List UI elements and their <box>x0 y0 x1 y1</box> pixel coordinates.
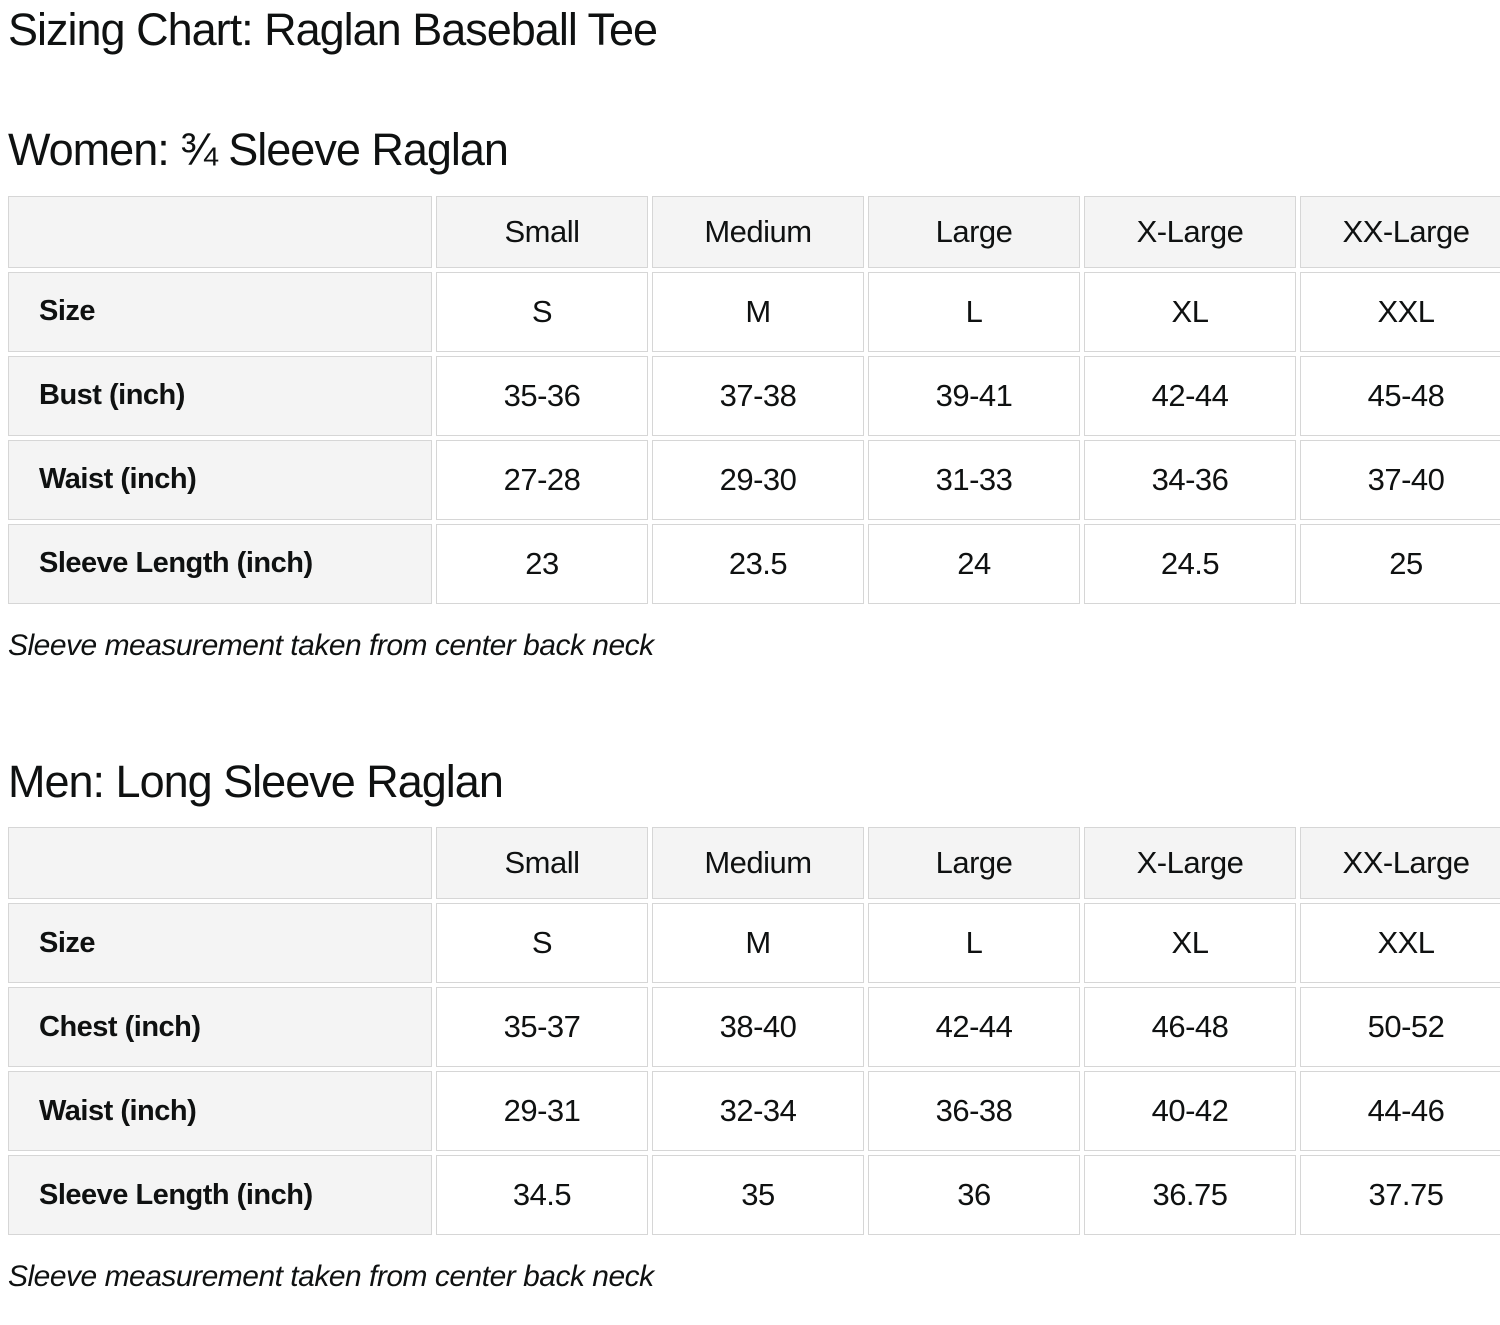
table-cell: 24 <box>868 523 1080 604</box>
table-cell: 27-28 <box>436 439 648 520</box>
table-cell: 36.75 <box>1084 1155 1296 1236</box>
page-title: Sizing Chart: Raglan Baseball Tee <box>8 4 658 55</box>
section-heading-women: Women: ¾ Sleeve Raglan <box>8 123 509 175</box>
table-row: Size S M L XL XXL <box>8 903 1500 984</box>
table-cell: 36 <box>868 1155 1080 1236</box>
table-cell: L <box>868 903 1080 984</box>
table-cell: 23.5 <box>652 523 864 604</box>
table-cell: S <box>436 271 648 352</box>
table-cell: 42-44 <box>1084 355 1296 436</box>
table-cell: 35-37 <box>436 987 648 1068</box>
table-cell: 40-42 <box>1084 1071 1296 1152</box>
table-cell: 35 <box>652 1155 864 1236</box>
table-cell: 39-41 <box>868 355 1080 436</box>
table-cell: XXL <box>1300 903 1500 984</box>
table-cell: 36-38 <box>868 1071 1080 1152</box>
women-size-table: Small Medium Large X-Large XX-Large Size… <box>4 192 1500 608</box>
row-label: Sleeve Length (inch) <box>8 523 432 604</box>
column-header-xx-large: XX-Large <box>1300 195 1500 268</box>
table-cell: 46-48 <box>1084 987 1296 1068</box>
column-header-x-large: X-Large <box>1084 827 1296 900</box>
table-cell: 37-38 <box>652 355 864 436</box>
corner-cell <box>8 195 432 268</box>
row-label: Bust (inch) <box>8 355 432 436</box>
column-header-xx-large: XX-Large <box>1300 827 1500 900</box>
table-cell: 25 <box>1300 523 1500 604</box>
men-size-table: Small Medium Large X-Large XX-Large Size… <box>4 823 1500 1239</box>
table-cell: 32-34 <box>652 1071 864 1152</box>
table-cell: 37-40 <box>1300 439 1500 520</box>
table-row: Sleeve Length (inch) 34.5 35 36 36.75 37… <box>8 1155 1500 1236</box>
table-cell: S <box>436 903 648 984</box>
table-cell: 23 <box>436 523 648 604</box>
corner-cell <box>8 827 432 900</box>
women-sleeve-note: Sleeve measurement taken from center bac… <box>8 628 654 662</box>
table-cell: 44-46 <box>1300 1071 1500 1152</box>
men-sleeve-note: Sleeve measurement taken from center bac… <box>8 1260 654 1294</box>
column-header-medium: Medium <box>652 195 864 268</box>
table-cell: 38-40 <box>652 987 864 1068</box>
column-header-x-large: X-Large <box>1084 195 1296 268</box>
row-label: Waist (inch) <box>8 439 432 520</box>
table-cell: L <box>868 271 1080 352</box>
section-heading-men: Men: Long Sleeve Raglan <box>8 755 504 807</box>
column-header-small: Small <box>436 827 648 900</box>
table-cell: 50-52 <box>1300 987 1500 1068</box>
table-header-row: Small Medium Large X-Large XX-Large <box>8 195 1500 268</box>
column-header-large: Large <box>868 827 1080 900</box>
table-cell: M <box>652 903 864 984</box>
table-row: Sleeve Length (inch) 23 23.5 24 24.5 25 <box>8 523 1500 604</box>
row-label: Waist (inch) <box>8 1071 432 1152</box>
table-cell: 35-36 <box>436 355 648 436</box>
table-cell: 42-44 <box>868 987 1080 1068</box>
row-label: Size <box>8 903 432 984</box>
row-label: Sleeve Length (inch) <box>8 1155 432 1236</box>
row-label: Size <box>8 271 432 352</box>
table-cell: 37.75 <box>1300 1155 1500 1236</box>
table-cell: 45-48 <box>1300 355 1500 436</box>
table-row: Chest (inch) 35-37 38-40 42-44 46-48 50-… <box>8 987 1500 1068</box>
column-header-medium: Medium <box>652 827 864 900</box>
table-header-row: Small Medium Large X-Large XX-Large <box>8 827 1500 900</box>
table-row: Waist (inch) 29-31 32-34 36-38 40-42 44-… <box>8 1071 1500 1152</box>
table-row: Waist (inch) 27-28 29-30 31-33 34-36 37-… <box>8 439 1500 520</box>
table-cell: 31-33 <box>868 439 1080 520</box>
table-cell: M <box>652 271 864 352</box>
table-cell: 29-30 <box>652 439 864 520</box>
table-cell: 24.5 <box>1084 523 1296 604</box>
table-cell: XL <box>1084 903 1296 984</box>
table-cell: 34-36 <box>1084 439 1296 520</box>
table-cell: 29-31 <box>436 1071 648 1152</box>
table-row: Bust (inch) 35-36 37-38 39-41 42-44 45-4… <box>8 355 1500 436</box>
table-cell: XL <box>1084 271 1296 352</box>
table-row: Size S M L XL XXL <box>8 271 1500 352</box>
table-cell: 34.5 <box>436 1155 648 1236</box>
row-label: Chest (inch) <box>8 987 432 1068</box>
table-cell: XXL <box>1300 271 1500 352</box>
column-header-large: Large <box>868 195 1080 268</box>
column-header-small: Small <box>436 195 648 268</box>
